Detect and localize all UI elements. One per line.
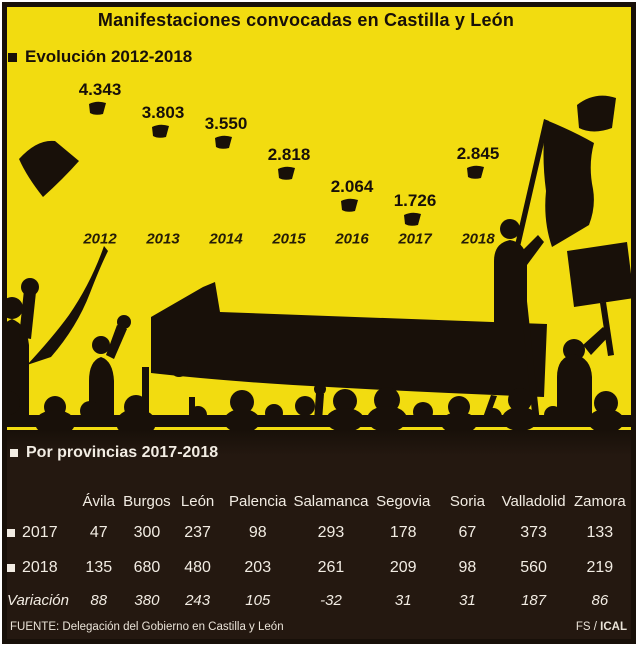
cell-variación-ávila: 88	[90, 592, 108, 609]
flag-marker-icon	[276, 165, 297, 181]
flag-icon	[577, 95, 616, 132]
provinces-section: Por provincias 2017-2018 Ávila Burgos León…	[7, 430, 631, 639]
cell-2018-ávila: 135	[85, 558, 113, 576]
flag-marker-icon	[87, 100, 108, 116]
evolution-section-header: Evolución 2012-2018	[8, 47, 192, 67]
x-axis-label-2015: 2015	[272, 230, 306, 248]
footer: FUENTE: Delegación del Gobierno en Casti…	[10, 619, 627, 635]
raised-fist-icon	[21, 278, 39, 296]
cell-2017-zamora: 133	[586, 524, 614, 541]
cell-variación-zamora: 86	[591, 592, 609, 609]
cell-variación-palencia: 105	[245, 592, 271, 609]
chart-point-value-2015: 2.818	[267, 144, 311, 164]
raised-fist-icon	[314, 383, 326, 395]
column-header-ávila: Ávila	[82, 492, 116, 510]
cell-2017-burgos: 300	[133, 524, 161, 541]
cell-variación-león: 243	[185, 592, 211, 609]
square-bullet-icon	[7, 563, 15, 572]
table-header-row: Ávila Burgos León Palencia Salamanca Segovia S…	[7, 486, 631, 516]
protest-crowd-illustration	[7, 95, 631, 430]
source-text: FUENTE: Delegación del Gobierno en Casti…	[10, 621, 284, 633]
provinces-section-label: Por provincias 2017-2018	[26, 444, 219, 461]
chart-point-value-2014: 3.550	[204, 113, 248, 133]
cell-2018-soria: 98	[458, 558, 477, 576]
protest-banner	[151, 282, 547, 397]
column-header-león: León	[180, 492, 215, 510]
evolution-section-label: Evolución 2012-2018	[25, 47, 193, 66]
chart-point-value-2016: 2.064	[330, 176, 374, 196]
cell-variación-valladolid: 187	[521, 592, 547, 609]
column-header-zamora: Zamora	[574, 492, 626, 510]
table-row-variación: Variación 88 380 243 105 -32 31 31 187 86	[7, 585, 631, 616]
cell-2017-valladolid: 373	[520, 524, 547, 541]
x-axis-label-2013: 2013	[146, 230, 180, 248]
x-axis-label-2012: 2012	[83, 230, 117, 248]
cell-2018-segovia: 209	[389, 558, 417, 576]
page-title: Manifestaciones convocadas en Castilla y…	[97, 10, 515, 30]
flag-marker-icon	[465, 164, 486, 180]
cell-2018-burgos: 680	[133, 558, 161, 576]
cell-2018-zamora: 219	[586, 558, 614, 576]
cell-2018-salamanca: 261	[317, 558, 345, 576]
x-axis-label-2018: 2018	[461, 230, 495, 248]
cell-2017-soria: 67	[458, 524, 477, 541]
column-header-valladolid: Valladolid	[501, 492, 566, 510]
chart-point-value-2017: 1.726	[393, 190, 437, 210]
evolution-section: Manifestaciones convocadas en Castilla y…	[7, 7, 631, 430]
table-row-2017: 2017 47 300 237 98 293 178 67 373 133	[7, 516, 631, 550]
square-bullet-icon	[8, 52, 17, 62]
flag-icon	[27, 246, 108, 365]
cell-2017-segovia: 178	[389, 524, 417, 541]
square-bullet-icon	[10, 449, 18, 457]
row-label: 2018	[7, 550, 75, 585]
raised-fist-icon	[117, 315, 131, 329]
flag-marker-icon	[402, 211, 423, 227]
table-corner-cell	[7, 486, 75, 516]
flag-icon	[19, 140, 79, 197]
flag-icon	[543, 120, 594, 247]
column-header-soria: Soria	[449, 492, 485, 510]
flag-marker-icon	[213, 134, 234, 150]
cell-2018-valladolid: 560	[520, 558, 547, 576]
flag-marker-icon	[339, 197, 360, 213]
chart-point-value-2018: 2.845	[456, 143, 500, 163]
flag-marker-icon	[150, 123, 171, 139]
cell-2017-salamanca: 293	[317, 524, 345, 541]
credit-text: FS / ICAL	[575, 621, 627, 633]
chart-point-value-2013: 3.803	[141, 102, 185, 122]
column-header-palencia: Palencia	[228, 492, 287, 510]
x-axis-label-2016: 2016	[335, 230, 369, 248]
provinces-table: Ávila Burgos León Palencia Salamanca Segovia S…	[7, 486, 631, 616]
column-header-segovia: Segovia	[376, 492, 431, 510]
x-axis-label-2017: 2017	[398, 230, 432, 248]
table-row-2018: 2018 135 680 480 203 261 209 98 560 219	[7, 550, 631, 585]
cell-variación-burgos: 380	[134, 592, 160, 609]
x-axis-label-2014: 2014	[209, 230, 243, 248]
cell-2017-palencia: 98	[248, 524, 267, 541]
row-label: Variación	[7, 592, 69, 609]
provinces-section-header: Por provincias 2017-2018	[10, 444, 218, 462]
cell-2018-león: 480	[184, 558, 211, 576]
cell-variación-soria: 31	[459, 592, 476, 609]
row-label: 2017	[7, 516, 75, 550]
cell-2018-palencia: 203	[244, 558, 272, 576]
chart-point-value-2012: 4.343	[78, 80, 122, 99]
cell-variación-salamanca: -32	[320, 592, 342, 609]
cell-2017-león: 237	[184, 524, 211, 541]
placard-icon	[567, 242, 631, 307]
column-header-salamanca: Salamanca	[293, 492, 369, 510]
column-header-burgos: Burgos	[123, 492, 171, 510]
square-bullet-icon	[7, 529, 15, 537]
evolution-chart-layer: Manifestaciones convocadas en Castilla y…	[7, 7, 631, 430]
cell-2017-ávila: 47	[89, 524, 108, 541]
cell-variación-segovia: 31	[394, 592, 412, 609]
